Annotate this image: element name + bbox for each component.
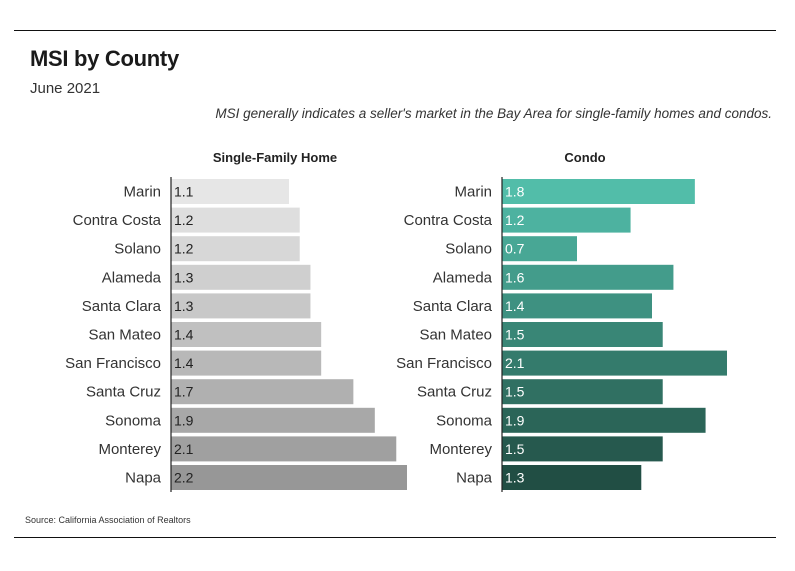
sfh-value-label: 2.2: [174, 470, 194, 486]
sfh-value-label: 1.3: [174, 269, 194, 285]
chart-title: MSI by County: [30, 46, 179, 71]
sfh-bar[interactable]: [171, 322, 322, 347]
condo-category-label: Santa Cruz: [417, 384, 492, 401]
chart-note: MSI generally indicates a seller's marke…: [215, 106, 772, 121]
sfh-category-label: Napa: [125, 470, 162, 487]
condo-bar[interactable]: [502, 436, 663, 462]
sfh-bar[interactable]: [171, 236, 300, 262]
sfh-bar[interactable]: [171, 407, 375, 433]
condo-category-label: Monterey: [429, 441, 492, 458]
condo-category-label: San Mateo: [419, 327, 492, 344]
sfh-bar[interactable]: [171, 379, 354, 405]
sfh-bar[interactable]: [171, 264, 311, 290]
top-rule: [14, 30, 776, 31]
condo-category-label: Napa: [456, 470, 493, 487]
sfh-value-label: 1.7: [174, 384, 194, 400]
sfh-value-label: 1.3: [174, 298, 194, 314]
condo-category-label: San Francisco: [396, 355, 492, 372]
condo-bar[interactable]: [502, 293, 652, 319]
sfh-category-label: Monterey: [98, 441, 161, 458]
condo-bar[interactable]: [502, 179, 695, 204]
condo-bar[interactable]: [502, 264, 674, 290]
condo-category-label: Marin: [454, 184, 492, 201]
condo-value-label: 1.9: [505, 412, 525, 428]
sfh-value-label: 1.2: [174, 212, 194, 228]
sfh-bar[interactable]: [171, 293, 311, 319]
sfh-category-label: San Mateo: [88, 327, 161, 344]
sfh-category-label: Alameda: [102, 269, 162, 286]
condo-value-label: 1.6: [505, 269, 525, 285]
sfh-category-label: Contra Costa: [73, 212, 162, 229]
condo-category-label: Alameda: [433, 269, 493, 286]
condo-value-label: 1.8: [505, 184, 525, 200]
sfh-value-label: 1.4: [174, 327, 194, 343]
sfh-bar[interactable]: [171, 465, 407, 490]
condo-value-label: 1.5: [505, 384, 525, 400]
condo-category-label: Solano: [445, 241, 492, 258]
condo-value-label: 1.4: [505, 298, 525, 314]
condo-value-label: 1.5: [505, 327, 525, 343]
sfh-category-label: Santa Clara: [82, 298, 162, 315]
sfh-category-label: Santa Cruz: [86, 384, 161, 401]
condo-bar[interactable]: [502, 350, 727, 376]
condo-value-label: 1.5: [505, 441, 525, 457]
condo-bar[interactable]: [502, 236, 577, 262]
chart-subtitle: June 2021: [30, 80, 101, 97]
condo-panel-title: Condo: [564, 150, 605, 165]
sfh-bar[interactable]: [171, 179, 289, 204]
sfh-category-label: Marin: [123, 184, 161, 201]
sfh-category-label: San Francisco: [65, 355, 161, 372]
condo-bar[interactable]: [502, 465, 642, 490]
condo-value-label: 1.2: [505, 212, 525, 228]
sfh-value-label: 1.2: [174, 241, 194, 257]
sfh-bar[interactable]: [171, 436, 397, 462]
sfh-value-label: 1.9: [174, 412, 194, 428]
condo-value-label: 2.1: [505, 355, 525, 371]
bottom-rule: [14, 537, 776, 538]
condo-value-label: 1.3: [505, 470, 525, 486]
sfh-category-label: Sonoma: [105, 412, 162, 429]
sfh-value-label: 1.4: [174, 355, 194, 371]
condo-value-label: 0.7: [505, 241, 525, 257]
sfh-category-label: Solano: [114, 241, 161, 258]
condo-category-label: Sonoma: [436, 412, 493, 429]
condo-category-label: Contra Costa: [404, 212, 493, 229]
sfh-bar[interactable]: [171, 207, 300, 233]
condo-bar[interactable]: [502, 379, 663, 405]
condo-bar[interactable]: [502, 207, 631, 233]
sfh-panel-title: Single-Family Home: [213, 150, 337, 165]
condo-bar[interactable]: [502, 322, 663, 347]
sfh-value-label: 2.1: [174, 441, 194, 457]
condo-category-label: Santa Clara: [413, 298, 493, 315]
condo-bar[interactable]: [502, 407, 706, 433]
sfh-bar[interactable]: [171, 350, 322, 376]
source-note: Source: California Association of Realto…: [25, 515, 191, 525]
sfh-value-label: 1.1: [174, 184, 194, 200]
